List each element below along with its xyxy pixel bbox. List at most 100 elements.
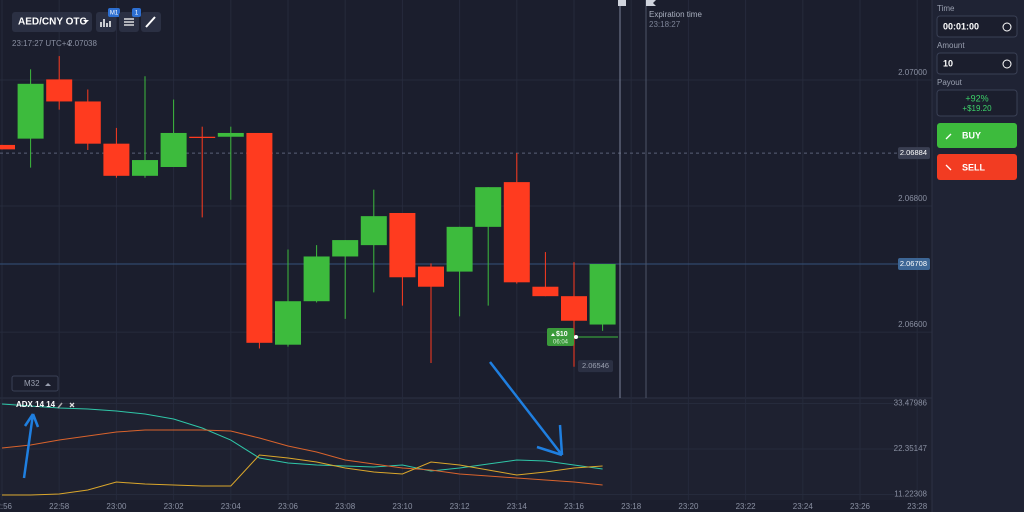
annotation-arrow (489, 361, 564, 457)
indicator-tick-label: 33.47986 (894, 399, 928, 408)
sell-icon (945, 164, 952, 171)
x-tick-label: 23:24 (793, 502, 814, 511)
drawing-icon (145, 16, 156, 28)
trade-arrow (551, 333, 555, 336)
x-tick-label: 23:08 (335, 502, 356, 511)
time-value: 00:01:00 (943, 21, 979, 31)
candle-body (275, 301, 301, 345)
y-tick-label: 2.06800 (898, 194, 927, 203)
candle-body (418, 266, 444, 287)
x-tick-label: 22:56 (0, 502, 13, 511)
expiration-label: Expiration time (649, 10, 702, 19)
candle-body (589, 264, 616, 325)
candle-body (475, 187, 502, 227)
indicator-badge (132, 8, 141, 17)
candle-body (189, 136, 216, 139)
sell-button[interactable] (937, 154, 1017, 180)
current-price-tag (898, 258, 930, 271)
zoom-button[interactable] (11, 375, 59, 392)
dropdown-icon (83, 20, 89, 23)
indicator-line (1, 403, 603, 472)
x-tick-label: 23:06 (278, 502, 299, 511)
candle-body (132, 160, 158, 176)
pair-name: AED/CNY OTC (18, 17, 87, 28)
x-tick-label: 23:00 (106, 502, 127, 511)
y-tick-label: 2.06600 (898, 320, 927, 329)
x-tick-label: 23:02 (164, 502, 185, 511)
low-marker-tag (578, 360, 613, 373)
x-tick-label: 23:18 (621, 502, 642, 511)
zoom-icon (45, 383, 51, 386)
trade-badge (547, 328, 574, 346)
time-label: Time (937, 4, 955, 13)
server-time: 23:17:27 UTC+4 (12, 39, 71, 48)
edit-icon[interactable] (57, 402, 63, 409)
currency-icon (1002, 59, 1012, 69)
buy-icon (945, 133, 952, 140)
candle-body (360, 216, 387, 246)
candle-body (446, 226, 473, 272)
close-icon[interactable] (69, 402, 75, 408)
candle-body (246, 132, 273, 343)
annotation-arrow (22, 413, 40, 479)
amount-value: 10 (943, 58, 953, 68)
current-price-label: 2.06708 (900, 259, 927, 268)
amount-label: Amount (937, 41, 965, 50)
chart-type-icon (100, 19, 111, 27)
indicator-line (2, 454, 603, 496)
indicator-title: ADX 14 14 (16, 400, 56, 409)
x-tick-label: 23:12 (450, 502, 471, 511)
candle-body (332, 240, 359, 257)
indicators-icon (124, 18, 134, 26)
expiration-flag (618, 0, 656, 6)
candle-body (389, 212, 416, 278)
buy-label: BUY (962, 130, 981, 140)
candle-body (103, 143, 130, 176)
x-tick-label: 23:04 (221, 502, 242, 511)
timeframe-text: M1 (110, 11, 119, 17)
indicator-tick-label: 11.22308 (894, 490, 927, 499)
x-tick-label: 23:16 (564, 502, 585, 511)
price-line-label: 2.06884 (900, 148, 927, 157)
x-tick-label: 23:10 (392, 502, 413, 511)
header-price: 2.07038 (68, 39, 97, 48)
price-line-tag (898, 147, 930, 160)
amount-input[interactable] (936, 52, 1018, 75)
x-tick-label: 23:28 (907, 502, 928, 511)
buy-button[interactable] (937, 123, 1017, 148)
candle-body (303, 256, 330, 302)
payout-percent: +92% (965, 93, 988, 103)
timeframe-badge (108, 8, 120, 17)
payout-amount: +$19.20 (962, 104, 992, 113)
x-tick-label: 23:26 (850, 502, 871, 511)
y-tick-label: 2.07000 (898, 68, 927, 77)
x-tick-label: 23:22 (736, 502, 757, 511)
x-tick-label: 23:20 (678, 502, 699, 511)
candle-body (561, 296, 587, 321)
payout-box (936, 89, 1018, 117)
indicator-count: 1 (135, 11, 139, 17)
trade-timer: 06:04 (553, 340, 569, 346)
trade-amount: $10 (556, 331, 568, 338)
zoom-label: M32 (24, 379, 40, 388)
sidebar (932, 0, 1024, 512)
x-tick-label: 23:14 (507, 502, 528, 511)
candle-body (503, 182, 530, 283)
time-input[interactable] (936, 15, 1018, 38)
low-marker-label: 2.06546 (582, 361, 609, 370)
sell-label: SELL (962, 162, 986, 172)
candle-body (46, 79, 73, 102)
candle-body (532, 286, 559, 297)
candle-body (160, 132, 187, 167)
candle-body (0, 144, 15, 150)
payout-label: Payout (937, 78, 963, 87)
clock-icon (1002, 22, 1012, 32)
candle-body (74, 101, 101, 144)
pair-selector[interactable] (12, 12, 92, 32)
candle-body (17, 83, 44, 139)
indicator-tick-label: 22.35147 (894, 444, 928, 453)
expiration-time: 23:18:27 (649, 20, 681, 29)
trade-point (574, 335, 578, 339)
